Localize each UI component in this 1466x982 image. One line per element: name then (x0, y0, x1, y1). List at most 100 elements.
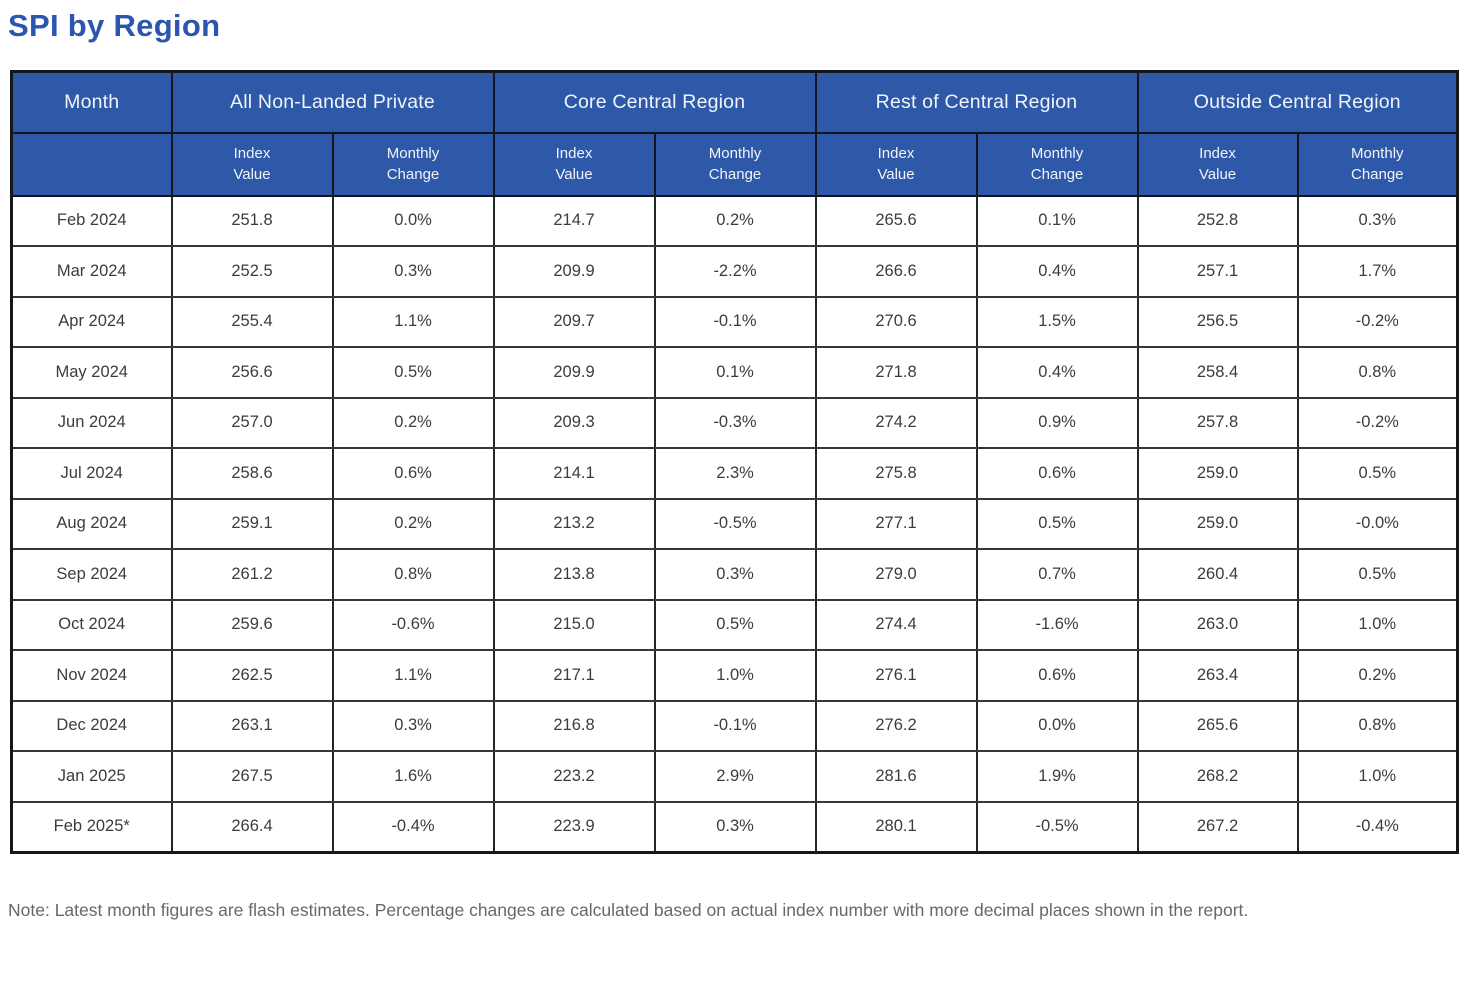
index-value-cell: 263.4 (1136, 649, 1299, 702)
index-value-cell: 213.2 (492, 497, 656, 550)
index-value-cell: 257.8 (1136, 396, 1299, 449)
subheader-monthly-change: Monthly Change (1296, 131, 1459, 197)
index-value-cell: 266.4 (170, 800, 334, 853)
monthly-change-cell: 0.5% (653, 598, 817, 651)
column-header-core-central-region: Core Central Region (492, 70, 817, 134)
index-value-cell: 276.1 (814, 649, 978, 702)
index-value-cell: 214.1 (492, 447, 656, 500)
index-value-cell: 256.5 (1136, 295, 1299, 348)
table-row: Sep 2024 261.2 0.8% 213.8 0.3% 279.0 0.7% 260.4… (10, 548, 1459, 601)
table-row: Jun 2024 257.0 0.2% 209.3 -0.3% 274.2 0.9% 257.… (10, 396, 1459, 449)
subheader-index-value: Index Value (492, 131, 656, 197)
index-value-cell: 267.5 (170, 750, 334, 803)
monthly-change-cell: 1.0% (1296, 750, 1459, 803)
index-value-cell: 260.4 (1136, 548, 1299, 601)
index-value-cell: 281.6 (814, 750, 978, 803)
subheader-monthly-change: Monthly Change (975, 131, 1139, 197)
index-value-cell: 257.1 (1136, 245, 1299, 298)
subheader-monthly-change: Monthly Change (331, 131, 495, 197)
monthly-change-cell: 0.6% (975, 447, 1139, 500)
monthly-change-cell: -0.1% (653, 295, 817, 348)
monthly-change-cell: -0.4% (1296, 800, 1459, 853)
index-value-cell: 257.0 (170, 396, 334, 449)
monthly-change-cell: -0.4% (331, 800, 495, 853)
monthly-change-cell: 0.3% (653, 548, 817, 601)
monthly-change-cell: 1.0% (1296, 598, 1459, 651)
index-value-cell: 263.1 (170, 699, 334, 752)
monthly-change-cell: 0.5% (331, 346, 495, 399)
monthly-change-cell: 0.2% (653, 194, 817, 247)
monthly-change-cell: 0.8% (1296, 699, 1459, 752)
monthly-change-cell: 0.1% (975, 194, 1139, 247)
index-value-cell: 255.4 (170, 295, 334, 348)
footnote: Note: Latest month figures are flash est… (8, 899, 1249, 920)
table-row: Oct 2024 259.6 -0.6% 215.0 0.5% 274.4 -1.6% 263… (10, 598, 1459, 651)
table-row: Apr 2024 255.4 1.1% 209.7 -0.1% 270.6 1.5% 256.… (10, 295, 1459, 348)
index-value-cell: 274.2 (814, 396, 978, 449)
monthly-change-cell: 0.2% (331, 396, 495, 449)
index-value-cell: 266.6 (814, 245, 978, 298)
month-cell: Sep 2024 (10, 548, 173, 601)
index-value-cell: 267.2 (1136, 800, 1299, 853)
index-value-cell: 217.1 (492, 649, 656, 702)
month-cell: Dec 2024 (10, 699, 173, 752)
page-title: SPI by Region (8, 8, 221, 43)
index-value-cell: 279.0 (814, 548, 978, 601)
index-value-cell: 223.2 (492, 750, 656, 803)
index-value-cell: 268.2 (1136, 750, 1299, 803)
index-value-cell: 271.8 (814, 346, 978, 399)
monthly-change-cell: -0.3% (653, 396, 817, 449)
index-value-cell: 263.0 (1136, 598, 1299, 651)
index-value-cell: 252.8 (1136, 194, 1299, 247)
monthly-change-cell: 0.5% (1296, 447, 1459, 500)
column-header-outside-central-region: Outside Central Region (1136, 70, 1459, 134)
month-cell: Aug 2024 (10, 497, 173, 550)
monthly-change-cell: 0.4% (975, 245, 1139, 298)
index-value-cell: 258.4 (1136, 346, 1299, 399)
index-value-cell: 274.4 (814, 598, 978, 651)
month-cell: May 2024 (10, 346, 173, 399)
index-value-cell: 259.0 (1136, 447, 1299, 500)
index-value-cell: 214.7 (492, 194, 656, 247)
index-value-cell: 223.9 (492, 800, 656, 853)
table-row: Dec 2024 263.1 0.3% 216.8 -0.1% 276.2 0.0% 265.… (10, 699, 1459, 752)
monthly-change-cell: 0.3% (331, 699, 495, 752)
monthly-change-cell: -1.6% (975, 598, 1139, 651)
monthly-change-cell: -0.5% (975, 800, 1139, 853)
monthly-change-cell: 2.3% (653, 447, 817, 500)
monthly-change-cell: 1.5% (975, 295, 1139, 348)
month-cell: Jan 2025 (10, 750, 173, 803)
table-body: Feb 2024 251.8 0.0% 214.7 0.2% 265.6 0.1% 252.8… (10, 194, 1459, 853)
monthly-change-cell: 0.4% (975, 346, 1139, 399)
subheader-index-value: Index Value (170, 131, 334, 197)
header-row-regions: Month All Non-Landed Private Core Centra… (10, 70, 1459, 134)
index-value-cell: 265.6 (814, 194, 978, 247)
table-row: Feb 2024 251.8 0.0% 214.7 0.2% 265.6 0.1% 252.8… (10, 194, 1459, 247)
monthly-change-cell: -0.5% (653, 497, 817, 550)
table-row: Jan 2025 267.5 1.6% 223.2 2.9% 281.6 1.9% 268.2… (10, 750, 1459, 803)
month-cell: Oct 2024 (10, 598, 173, 651)
index-value-cell: 209.9 (492, 245, 656, 298)
monthly-change-cell: 0.3% (653, 800, 817, 853)
monthly-change-cell: 0.5% (975, 497, 1139, 550)
monthly-change-cell: 1.0% (653, 649, 817, 702)
monthly-change-cell: 0.2% (331, 497, 495, 550)
index-value-cell: 215.0 (492, 598, 656, 651)
table-header: Month All Non-Landed Private Core Centra… (10, 70, 1459, 197)
index-value-cell: 277.1 (814, 497, 978, 550)
monthly-change-cell: 1.9% (975, 750, 1139, 803)
month-cell: Apr 2024 (10, 295, 173, 348)
monthly-change-cell: 0.0% (331, 194, 495, 247)
table-row: Nov 2024 262.5 1.1% 217.1 1.0% 276.1 0.6% 263.4… (10, 649, 1459, 702)
monthly-change-cell: -2.2% (653, 245, 817, 298)
index-value-cell: 209.9 (492, 346, 656, 399)
monthly-change-cell: -0.2% (1296, 396, 1459, 449)
monthly-change-cell: 0.6% (331, 447, 495, 500)
monthly-change-cell: -0.1% (653, 699, 817, 752)
column-header-rest-of-central-region: Rest of Central Region (814, 70, 1139, 134)
index-value-cell: 259.0 (1136, 497, 1299, 550)
index-value-cell: 275.8 (814, 447, 978, 500)
index-value-cell: 209.7 (492, 295, 656, 348)
monthly-change-cell: 0.1% (653, 346, 817, 399)
